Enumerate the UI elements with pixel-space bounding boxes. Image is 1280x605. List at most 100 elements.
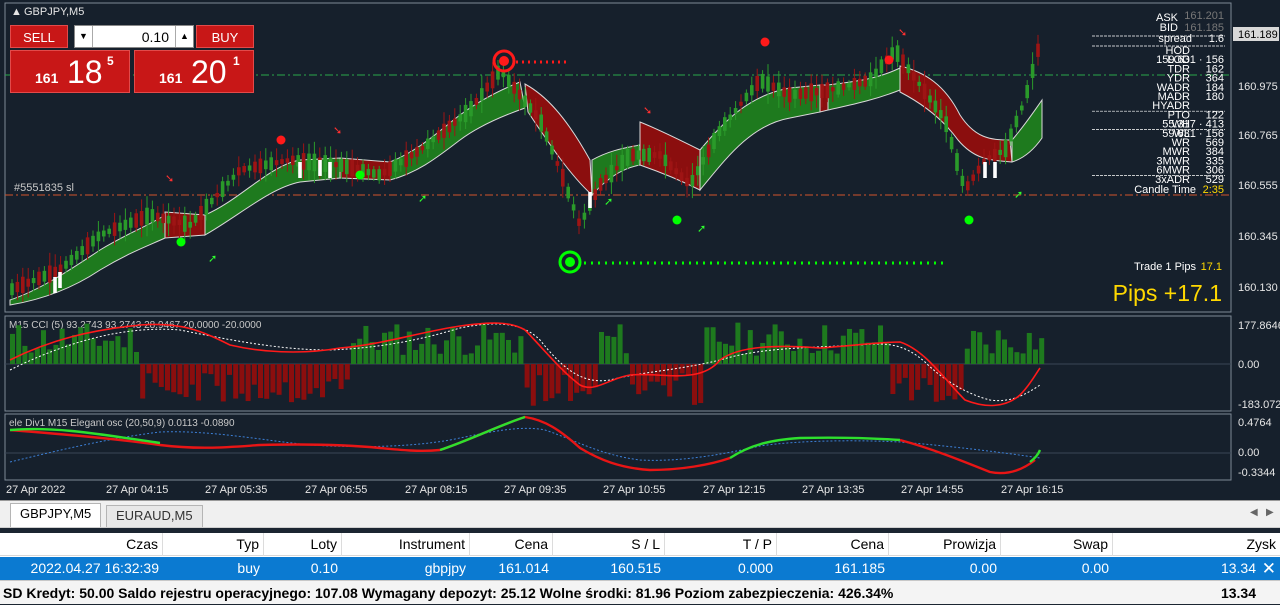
cell-type: buy [237, 560, 260, 576]
price-tick: 160.345 [1238, 231, 1278, 243]
cell-sl: 160.515 [610, 560, 661, 576]
info-panel: ASK 161.201 BID 161.185 spread 1.6 [1156, 10, 1224, 45]
col-lots[interactable]: Loty [264, 533, 342, 556]
buy-price-button[interactable]: 161 20 1 [134, 50, 254, 93]
spread-value: 1.6 [1209, 33, 1224, 45]
trade-pips-label: Trade 1 Pips [1134, 261, 1196, 273]
close-position-icon[interactable]: ✕ [1261, 559, 1276, 578]
osc-signal-line [9, 427, 1041, 463]
sell-signal-dot [884, 55, 894, 65]
col-price[interactable]: Cena [470, 533, 553, 556]
lot-decrease-icon[interactable]: ▼ [75, 26, 93, 47]
col-profit[interactable]: Zysk [1246, 536, 1276, 552]
col-swap[interactable]: Swap [1001, 533, 1113, 556]
trade-pips-value: 17.1 [1201, 261, 1222, 273]
info-row-value: 180 [1206, 91, 1224, 103]
buy-arrow-icon: ➚ [208, 253, 217, 265]
ask-label: ASK [1156, 12, 1179, 24]
lot-increase-icon[interactable]: ▲ [175, 26, 193, 47]
osc-line-segment [439, 415, 526, 452]
info-row-label: 3xADR [1155, 174, 1190, 186]
buy-arrow-icon: ➚ [1014, 189, 1023, 201]
sell-arrow-icon: ➘ [165, 173, 174, 185]
osc-title: ele Div1 M15 Elegant osc (20,50,9) 0.011… [9, 418, 235, 429]
buy-signal-dot [964, 215, 974, 225]
info-row-label: HOD [1166, 45, 1191, 57]
one-click-trading-panel: SELL ▼ ▲ BUY 161 18 5 161 20 1 [10, 25, 254, 93]
tab-scroll-right-icon[interactable]: ▶ [1266, 507, 1274, 518]
ask-value: 161.201 [1184, 10, 1224, 22]
osc-line-segment [1029, 449, 1042, 463]
info-row-value: 335 [1206, 155, 1224, 167]
time-tick: 27 Apr 10:55 [603, 484, 665, 496]
info-row-label: YDR [1167, 73, 1190, 85]
cell-commission: 0.00 [969, 560, 997, 576]
cci-axis: 177.8646 0.00 -183.072 [1238, 320, 1280, 411]
sell-arrow-icon: ➘ [333, 125, 342, 137]
buy-entry-marker[interactable] [558, 250, 948, 274]
buy-price-prefix: 161 [159, 70, 183, 86]
sell-entry-marker[interactable] [492, 49, 568, 73]
cell-tp: 0.000 [737, 560, 773, 576]
sell-button[interactable]: SELL [10, 25, 68, 48]
info-row-label: WR [1172, 137, 1190, 149]
col-tp[interactable]: T / P [665, 533, 777, 556]
sell-price-main: 18 [67, 54, 103, 90]
bid-value: 161.185 [1184, 22, 1224, 34]
time-tick: 27 Apr 13:35 [802, 484, 864, 496]
col-commission[interactable]: Prowizja [889, 533, 1001, 556]
price-tick: 160.975 [1238, 81, 1278, 93]
info-row-value: 55.317 · 413 [1162, 119, 1224, 131]
sell-arrow-icon: ➘ [643, 105, 652, 117]
buy-button[interactable]: BUY [196, 25, 254, 48]
info-row-value: 529 [1206, 174, 1224, 186]
info-row-value: 569 [1206, 137, 1224, 149]
svg-text:-0.3344: -0.3344 [1238, 467, 1275, 479]
info-row-label: LOD [1167, 54, 1190, 66]
price-tick: 160.555 [1238, 180, 1278, 192]
col-time[interactable]: Czas [0, 533, 163, 556]
osc-line-segment [899, 438, 1036, 475]
cell-price: 161.014 [498, 560, 549, 576]
time-tick: 27 Apr 04:15 [106, 484, 168, 496]
buy-arrow-icon: ➚ [418, 193, 427, 205]
svg-text:0.00: 0.00 [1238, 359, 1259, 371]
chart-canvas[interactable]: ➘ ➘ ➘ ➘ ➚ ➚ ➚ ➚ ➚ ▲ GBPJPY,M5 #5551835 s… [0, 0, 1280, 500]
stop-loss-label: #5551835 sl [14, 182, 74, 194]
time-tick: 27 Apr 2022 [6, 484, 65, 496]
cell-swap: 0.00 [1081, 560, 1109, 576]
cell-profit: 13.34 [1220, 560, 1256, 576]
sell-price-button[interactable]: 161 18 5 [10, 50, 130, 93]
osc-line-segment [729, 436, 901, 460]
col-instrument[interactable]: Instrument [342, 533, 470, 556]
tab-gbpjpy[interactable]: GBPJPY,M5 [10, 503, 102, 527]
price-axis: 161.189 160.975 160.765 160.555 160.345 … [1233, 27, 1279, 294]
info-row-label: WH [1172, 119, 1190, 131]
sell-arrow-icon: ➘ [898, 27, 907, 39]
tab-euraud[interactable]: EURAUD,M5 [106, 505, 203, 527]
tab-scroll-left-icon[interactable]: ◀ [1250, 507, 1258, 518]
info-row-value: 122 [1206, 109, 1224, 121]
sell-price-pip: 5 [107, 54, 114, 68]
trade-table: Czas Typ Loty Instrument Cena S / L T / … [0, 533, 1280, 604]
buy-arrow-icon: ➚ [697, 223, 706, 235]
summary-total: 13.34 [1220, 585, 1256, 601]
info-row-value: 384 [1206, 146, 1224, 158]
buy-arrow-icon: ➚ [604, 196, 613, 208]
lot-size-input[interactable] [95, 26, 173, 47]
col-sl[interactable]: S / L [553, 533, 665, 556]
spread-label: spread [1158, 33, 1192, 45]
osc-line-segment [9, 428, 441, 453]
info-row-value: 364 [1206, 73, 1224, 85]
table-row[interactable]: 2022.04.27 16:32:39 buy 0.10 gbpjpy 161.… [0, 557, 1280, 580]
chart-window[interactable]: ➘ ➘ ➘ ➘ ➚ ➚ ➚ ➚ ➚ ▲ GBPJPY,M5 #5551835 s… [0, 0, 1280, 500]
cell-lots: 0.10 [310, 560, 338, 576]
time-tick: 27 Apr 05:35 [205, 484, 267, 496]
info-row-value: 184 [1206, 82, 1224, 94]
info-row-value: 59.631 · 156 [1162, 128, 1224, 140]
lot-size-stepper[interactable]: ▼ ▲ [74, 25, 194, 48]
col-type[interactable]: Typ [163, 533, 264, 556]
cci-fast-line [9, 322, 1041, 407]
osc-axis: 0.4764 0.00 -0.3344 [1238, 417, 1275, 479]
col-current-price[interactable]: Cena [777, 533, 889, 556]
